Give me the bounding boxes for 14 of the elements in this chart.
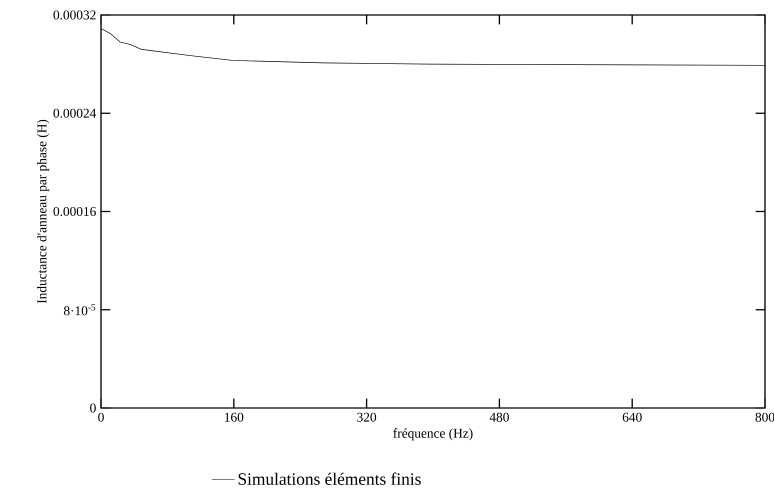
y-tick-label: 0 [90, 403, 96, 412]
legend-label: Simulations éléments finis [238, 472, 421, 485]
x-tick-label: 320 [357, 412, 376, 422]
y-tick-label: 0.00024 [53, 108, 96, 118]
x-tick-label: 480 [490, 412, 509, 422]
x-axis-title: fréquence (Hz) [393, 428, 473, 440]
x-tick-label: 0 [98, 412, 104, 422]
y-tick-label: 0.00016 [53, 206, 96, 216]
x-tick-label: 640 [622, 412, 642, 422]
y-axis-title: Inductance d'anneau par phase (H) [37, 120, 50, 304]
y-tick-label: 0.00032 [53, 10, 96, 20]
y-tick-label: 8·10$^{-5}$ [64, 304, 96, 316]
x-tick-label: 800 [756, 412, 774, 422]
x-tick-label: 160 [224, 412, 244, 422]
